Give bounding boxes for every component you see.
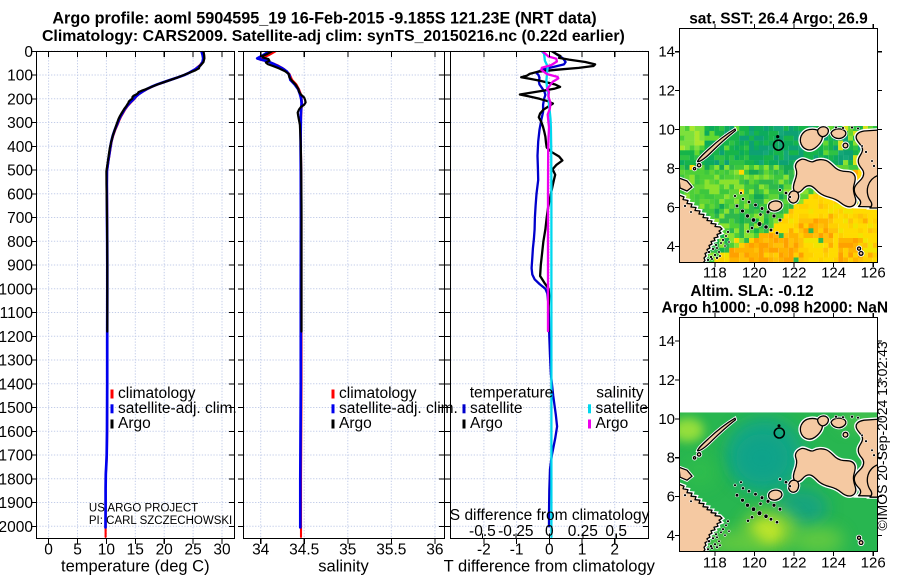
svg-text:14: 14 <box>658 44 675 61</box>
svg-text:400: 400 <box>7 139 33 156</box>
svg-text:700: 700 <box>7 210 33 227</box>
svg-text:0.5: 0.5 <box>605 523 627 540</box>
svg-text:Argo: Argo <box>118 415 151 432</box>
svg-text:-2: -2 <box>477 542 491 559</box>
svg-text:124: 124 <box>821 265 846 282</box>
svg-text:34: 34 <box>252 542 270 559</box>
svg-text:36: 36 <box>426 542 443 559</box>
svg-text:US ARGO PROJECT: US ARGO PROJECT <box>89 503 198 515</box>
svg-text:15: 15 <box>127 542 144 559</box>
svg-text:120: 120 <box>742 555 767 572</box>
svg-text:118: 118 <box>703 555 727 572</box>
svg-text:satellite-adj. clim.: satellite-adj. clim. <box>118 400 237 417</box>
svg-text:-0.5: -0.5 <box>469 523 496 540</box>
svg-text:0: 0 <box>44 542 53 559</box>
svg-text:14: 14 <box>658 333 675 350</box>
svg-text:1700: 1700 <box>0 448 33 465</box>
svg-text:Argo: Argo <box>339 415 372 432</box>
svg-text:Altim. SLA: -0.12: Altim. SLA: -0.12 <box>690 283 813 300</box>
svg-text:118: 118 <box>703 265 727 282</box>
svg-text:satellite-adj. clim.: satellite-adj. clim. <box>339 400 458 417</box>
svg-text:100: 100 <box>7 68 33 85</box>
svg-text:T difference from climatology: T difference from climatology <box>444 558 656 576</box>
svg-text:10: 10 <box>658 411 675 428</box>
svg-text:1000: 1000 <box>0 281 33 298</box>
svg-text:0: 0 <box>545 542 554 559</box>
svg-text:satellite: satellite <box>470 400 523 417</box>
svg-text:10: 10 <box>658 122 675 139</box>
svg-text:300: 300 <box>7 115 33 132</box>
svg-text:-1: -1 <box>510 542 524 559</box>
svg-text:Argo profile: aoml 5904595_19: Argo profile: aoml 5904595_19 16-Feb-201… <box>52 10 596 28</box>
svg-text:122: 122 <box>781 555 806 572</box>
svg-text:6: 6 <box>667 489 675 506</box>
svg-text:126: 126 <box>861 555 886 572</box>
svg-text:sat. SST: 26.4 Argo: 26.9: sat. SST: 26.4 Argo: 26.9 <box>689 11 868 28</box>
svg-text:5: 5 <box>73 542 82 559</box>
svg-text:1200: 1200 <box>0 329 33 346</box>
svg-text:12: 12 <box>658 372 675 389</box>
svg-text:1400: 1400 <box>0 376 33 393</box>
svg-text:120: 120 <box>742 265 767 282</box>
svg-text:12: 12 <box>658 83 675 100</box>
svg-text:S difference from climatology: S difference from climatology <box>450 507 650 524</box>
svg-text:8: 8 <box>667 450 675 467</box>
svg-text:124: 124 <box>821 555 846 572</box>
svg-text:126: 126 <box>861 265 886 282</box>
svg-text:1100: 1100 <box>0 305 33 322</box>
svg-text:1600: 1600 <box>0 424 33 441</box>
svg-text:Argo: Argo <box>596 415 629 432</box>
svg-text:600: 600 <box>7 186 33 203</box>
svg-text:0: 0 <box>24 44 33 61</box>
svg-text:temperature (deg C): temperature (deg C) <box>61 558 210 576</box>
svg-text:6: 6 <box>667 199 675 216</box>
svg-text:Climatology: CARS2009. Satelli: Climatology: CARS2009. Satellite-adj cli… <box>42 28 625 45</box>
svg-text:-0.25: -0.25 <box>498 523 533 540</box>
svg-text:climatology: climatology <box>339 385 417 402</box>
svg-text:122: 122 <box>781 265 806 282</box>
svg-text:35.5: 35.5 <box>376 542 406 559</box>
svg-text:Argo: Argo <box>470 415 503 432</box>
svg-text:©IMOS 20-Sep-2024 13:02:43: ©IMOS 20-Sep-2024 13:02:43 <box>874 341 890 531</box>
svg-text:Argo h1000: -0.098 h2000: NaN: Argo h1000: -0.098 h2000: NaN <box>662 300 889 317</box>
svg-text:500: 500 <box>7 163 33 180</box>
svg-text:0.25: 0.25 <box>568 523 598 540</box>
svg-text:900: 900 <box>7 258 33 275</box>
svg-text:200: 200 <box>7 91 33 108</box>
svg-text:0: 0 <box>545 523 554 540</box>
svg-text:25: 25 <box>184 542 201 559</box>
svg-text:1: 1 <box>578 542 587 559</box>
svg-text:35: 35 <box>339 542 356 559</box>
svg-text:2000: 2000 <box>0 519 33 536</box>
svg-text:1800: 1800 <box>0 471 33 488</box>
svg-text:salinity: salinity <box>596 385 644 402</box>
svg-text:satellite: satellite <box>596 400 649 417</box>
svg-text:1900: 1900 <box>0 495 33 512</box>
svg-text:4: 4 <box>667 238 675 255</box>
svg-text:salinity: salinity <box>318 558 369 576</box>
svg-text:PI: CARL SZCZECHOWSKI: PI: CARL SZCZECHOWSKI <box>89 515 232 527</box>
svg-text:2: 2 <box>610 542 619 559</box>
svg-text:800: 800 <box>7 234 33 251</box>
svg-text:1300: 1300 <box>0 353 33 370</box>
svg-text:20: 20 <box>156 542 174 559</box>
svg-text:temperature: temperature <box>470 385 554 402</box>
svg-text:4: 4 <box>667 528 675 545</box>
svg-text:1500: 1500 <box>0 400 33 417</box>
svg-text:34.5: 34.5 <box>289 542 319 559</box>
svg-text:8: 8 <box>667 161 675 178</box>
svg-text:climatology: climatology <box>118 385 196 402</box>
svg-text:30: 30 <box>213 542 231 559</box>
svg-text:10: 10 <box>98 542 116 559</box>
